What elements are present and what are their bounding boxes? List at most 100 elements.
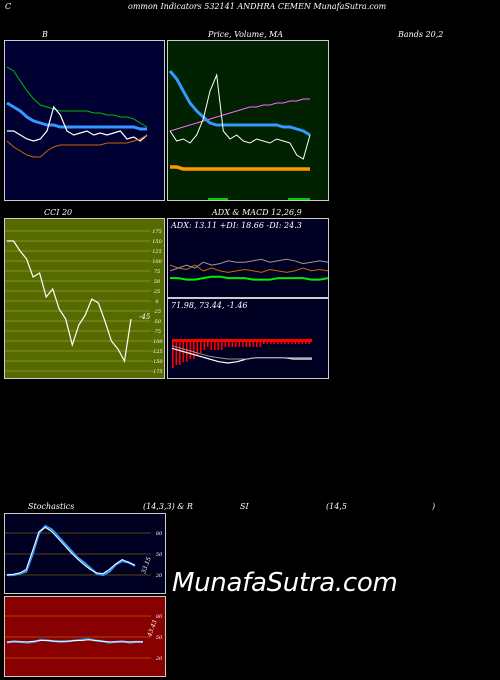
macd-readout: 71.98, 73.44, -1.46 [171, 301, 248, 310]
bollinger-panel [4, 40, 165, 201]
macd-bar-1 [175, 341, 178, 365]
macd-bar-13 [217, 341, 220, 350]
bollinger-label: B [42, 30, 48, 39]
adx-panel: ADX: 13.11 +DI: 18.66 -DI: 24.3 [167, 218, 329, 298]
rsi-close-label: ) [432, 502, 436, 511]
adx-macd-label: ADX & MACD 12,26,9 [212, 208, 302, 217]
macd-bar-33 [287, 341, 290, 344]
cci-tick-label-12: -125 [151, 349, 162, 355]
macd-bar-6 [193, 341, 195, 359]
cci-tick-label-11: -100 [151, 339, 163, 345]
cci-tick-label-0: 175 [152, 229, 162, 235]
rsi-tick-label-1: 50 [156, 635, 163, 641]
stochastics-k-line [7, 524, 136, 577]
cci-cci-line [7, 240, 132, 363]
macd-bar-30 [277, 341, 279, 344]
macd-bar-25 [259, 341, 262, 347]
cci-value-label: -45 [139, 313, 151, 321]
bollinger-chart [6, 66, 148, 158]
macd-bar-21 [245, 341, 248, 347]
stoch-panel: 80 50 20 33.15 [4, 513, 166, 594]
adx-chart [169, 258, 329, 281]
macd-chart [171, 339, 312, 368]
macd-bar-12 [214, 341, 216, 350]
cci-panel: 175 150 125 100 75 50 25 0 -25 -50 -75 -100 -125 -150… [4, 218, 165, 379]
macd-bar-10 [207, 341, 209, 347]
macd-bar-32 [284, 341, 286, 344]
macd-bar-17 [231, 341, 234, 347]
macd-bar-19 [238, 341, 241, 347]
bollinger-bands-upper-line [6, 66, 148, 128]
macd-bar-22 [249, 341, 251, 347]
price-chart [168, 70, 311, 200]
macd-bar-31 [280, 341, 283, 344]
cci-label: CCI 20 [44, 208, 73, 217]
header-title: ommon Indicators 532141 ANDHRA CEMEN Mun… [128, 2, 387, 11]
macd-bar-0 [172, 341, 174, 368]
rsi-tick-label-0: 80 [156, 614, 163, 620]
cci-tick-label-14: -175 [151, 369, 162, 375]
macd-zero-band [172, 339, 312, 342]
macd-bar-29 [273, 341, 276, 344]
macd-bar-38 [305, 341, 307, 344]
price-volume-ma-ma-short-line [168, 70, 311, 137]
cci-tick-label-7: 0 [155, 299, 159, 305]
macd-bar-18 [235, 341, 237, 347]
macd-bar-23 [252, 341, 255, 347]
adx-readout: ADX: 13.11 +DI: 18.66 -DI: 24.3 [171, 221, 302, 230]
bollinger-bands-price-line [7, 105, 148, 142]
macd-bar-15 [224, 341, 227, 347]
cci-tick-label-9: -50 [153, 319, 162, 325]
macd-bar-26 [263, 341, 265, 344]
rsi-rsi-avg-line [7, 639, 143, 643]
watermark: MunafaSutra.com [172, 568, 398, 598]
macd-bar-35 [294, 341, 297, 344]
macd-bar-11 [210, 341, 213, 350]
bollinger-bands-middle-line [6, 101, 147, 131]
stoch-label: Stochastics [28, 502, 75, 511]
cci-tick-label-2: 125 [152, 249, 162, 255]
macd-bar-27 [266, 341, 269, 344]
macd-bar-8 [200, 341, 202, 353]
macd-bar-37 [301, 341, 304, 344]
bands-label: Bands 20,2 [398, 30, 444, 39]
macd-bar-34 [291, 341, 293, 344]
price-volume-ma-price-line [169, 73, 311, 160]
macd-bar-7 [196, 341, 199, 356]
macd-bar-14 [221, 341, 223, 350]
macd-macd-line [171, 347, 312, 364]
stochastics-d-line [6, 526, 136, 576]
cci-chart: 175 150 125 100 75 50 25 0 -25 -50 -75 -100 -125 -150… [5, 229, 163, 375]
cci-tick-label-5: 50 [154, 279, 161, 285]
rsi-label: SI [240, 502, 249, 511]
macd-bar-36 [298, 341, 300, 344]
macd-bar-20 [242, 341, 244, 347]
header-c: C [5, 2, 12, 11]
macd-bar-24 [256, 341, 258, 347]
stoch-tick-label-1: 50 [156, 552, 163, 558]
cci-tick-label-10: -75 [153, 329, 161, 335]
price-ma-label: Price, Volume, MA [208, 30, 284, 39]
price-volume-ma-volume-avg-line [170, 165, 310, 171]
cci-tick-label-3: 100 [152, 259, 162, 265]
macd-panel: 71.98, 73.44, -1.46 [167, 298, 329, 379]
cci-tick-label-8: -25 [153, 309, 161, 315]
adx-plus-di-line [169, 264, 329, 273]
cci-tick-label-6: 25 [153, 289, 160, 295]
macd-bar-4 [186, 341, 188, 362]
macd-bar-28 [270, 341, 272, 344]
macd-signal-line [171, 345, 312, 360]
cci-tick-label-1: 150 [152, 239, 162, 245]
stoch-tick-label-0: 80 [156, 531, 163, 537]
rsi-tick-label-2: 20 [155, 656, 163, 662]
price-panel [167, 40, 329, 201]
adx-minus-di-line [169, 258, 329, 272]
macd-bar-5 [189, 341, 192, 359]
macd-bar-16 [228, 341, 230, 347]
stoch-params-label: (14,3,3) & R [143, 502, 193, 511]
cci-tick-label-13: -150 [151, 359, 163, 365]
stoch-value-label: 33.15 [140, 556, 153, 575]
bollinger-bands-lower-line [6, 134, 148, 158]
